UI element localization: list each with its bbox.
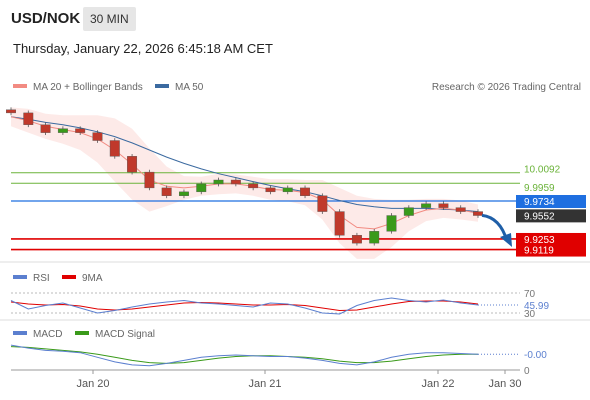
candle-body (161, 187, 172, 196)
main-legend: MA 20 + Bollinger Bands MA 50 Research ©… (13, 82, 581, 93)
level-value-text: 9.9734 (524, 197, 555, 208)
candle-body (92, 132, 103, 141)
candle-body (265, 187, 276, 193)
legend-label-macd: MACD (33, 329, 62, 340)
candle-body (403, 207, 414, 216)
macd-zero-label: 0 (524, 366, 530, 377)
candle-body (317, 195, 328, 212)
symbol-title: USD/NOK (11, 10, 81, 27)
candle-body (144, 171, 155, 189)
level-value-box (516, 243, 586, 257)
level-label-resistance: 9.9959 (524, 183, 555, 194)
candle-body (230, 179, 241, 185)
candle-body (75, 128, 86, 133)
level-value-box (516, 195, 586, 208)
legend-swatch-rsi-ma (62, 275, 76, 279)
last-price-box (516, 209, 586, 223)
candle-body (109, 140, 120, 157)
x-tick-label: Jan 22 (421, 378, 454, 390)
candle-body (369, 231, 380, 244)
candle-body (438, 203, 449, 208)
candle-body (248, 183, 259, 189)
legend-label-macd-signal: MACD Signal (95, 329, 155, 340)
candle-body (300, 187, 310, 196)
x-tick-label: Jan 20 (76, 378, 109, 390)
legend-swatch-rsi (13, 275, 27, 279)
level-value-text: 9.9253 (524, 235, 555, 246)
last-price-text: 9.9552 (524, 211, 555, 222)
macd-current-value: -0.00 (524, 350, 547, 361)
level-label-pivot: 9.9734 (516, 195, 586, 208)
candle-body (6, 109, 16, 114)
x-tick-label: Jan 21 (248, 378, 281, 390)
candle-body (473, 211, 483, 216)
legend-label-rsi: RSI (33, 273, 50, 284)
copyright-label: Research © 2026 Trading Central (432, 82, 581, 93)
legend-label-ma20: MA 20 + Bollinger Bands (33, 82, 143, 93)
last-price-label: 9.9552 (516, 209, 586, 223)
candle-body (282, 187, 293, 193)
forecast-arrow-head (500, 232, 512, 247)
ma50-line (10, 116, 479, 213)
rsi-line (10, 297, 479, 315)
candle-body (127, 156, 138, 173)
candle-body (23, 112, 34, 125)
level-label-support: 9.9119 (516, 243, 586, 257)
candle-body (179, 191, 189, 196)
level-value-text: 9.9119 (524, 246, 554, 257)
legend-swatch-ma20 (13, 84, 27, 88)
rsi-ma-line (10, 300, 479, 312)
legend-label-rsi-ma: 9MA (82, 273, 103, 284)
candle-body (57, 128, 68, 133)
rsi-current-value: 45.99 (524, 301, 549, 312)
macd-line (10, 344, 479, 367)
rsi-level-label: 70 (524, 289, 536, 300)
level-label-resistance: 10.0092 (524, 165, 561, 176)
legend-swatch-ma50 (155, 84, 169, 88)
candle-body (351, 235, 362, 244)
level-value-box (516, 232, 586, 246)
datetime-label: Thursday, January 22, 2026 6:45:18 AM CE… (13, 41, 273, 56)
macd-panel: -0.00 0 (10, 344, 547, 377)
candle-body (40, 124, 51, 133)
legend-swatch-macd-signal (75, 331, 89, 335)
level-value-text: 9.9959 (524, 183, 555, 194)
interval-selector[interactable]: 30 MIN (83, 7, 136, 31)
candle-body (334, 211, 345, 236)
rsi-legend: RSI 9MA (13, 273, 103, 284)
level-label-support: 9.9253 (516, 232, 586, 246)
legend-swatch-macd (13, 331, 27, 335)
rsi-level-label: 30 (524, 309, 536, 320)
candle-body (196, 183, 207, 193)
candle-body (213, 179, 224, 185)
candle-body (386, 215, 397, 232)
level-value-text: 10.0092 (524, 165, 561, 176)
ma20-line (10, 116, 479, 230)
x-axis: Jan 20 Jan 21 Jan 22 Jan 30 (76, 370, 522, 390)
macd-signal-line (10, 346, 478, 364)
candle-body (455, 207, 466, 212)
candle-body (421, 203, 432, 208)
macd-legend: MACD MACD Signal (13, 329, 155, 340)
legend-label-ma50: MA 50 (175, 82, 204, 93)
x-tick-label: Jan 30 (488, 378, 521, 390)
